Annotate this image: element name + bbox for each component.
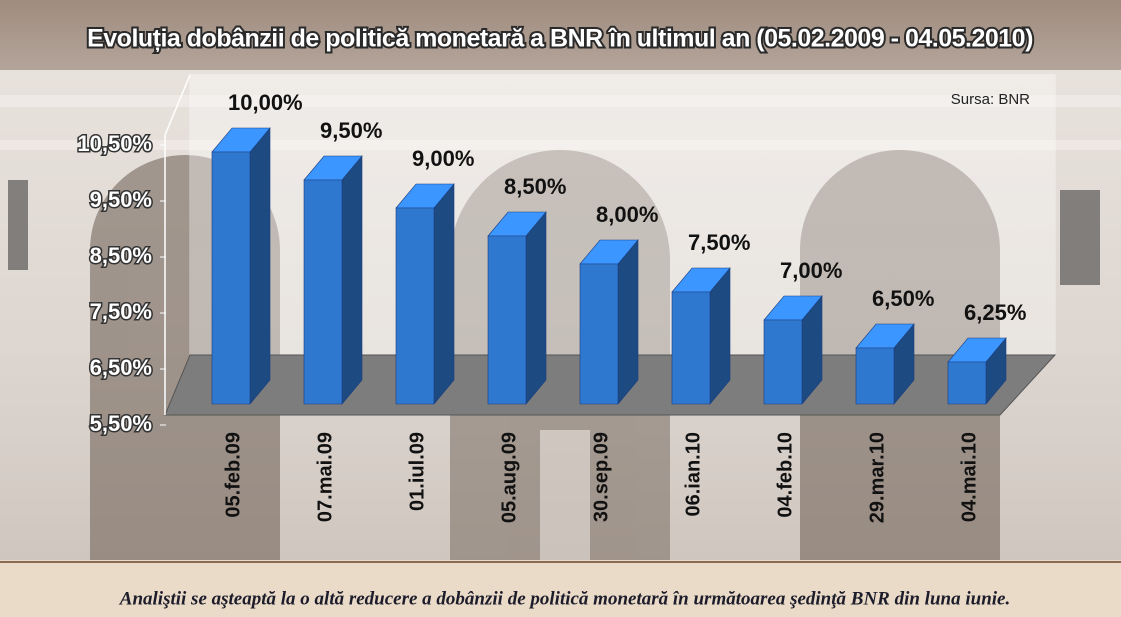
bar [304,156,362,404]
bar-side [342,156,362,404]
x-tick-label: 04.feb.10 [774,432,796,518]
bar-front [948,362,986,404]
value-label: 7,50% [688,230,750,255]
x-tick-label: 05.aug.09 [498,432,520,523]
x-tick-label: 06.ian.10 [682,432,704,517]
bar-front [580,264,618,404]
y-tick-label: 7,50% [90,299,152,324]
value-label: 8,00% [596,202,658,227]
bar [396,184,454,404]
value-label: 9,50% [320,118,382,143]
y-tick-label: 5,50% [90,411,152,436]
source-note: Sursa: BNR [951,91,1030,108]
x-tick-label: 29.mar.10 [866,432,888,523]
y-tick-label: 10,50% [77,131,152,156]
y-tick-label: 9,50% [90,187,152,212]
value-label: 6,25% [964,300,1026,325]
bar-side [618,240,638,404]
x-tick-label: 30.sep.09 [590,432,612,522]
bar [212,128,270,404]
x-tick-label: 07.mai.09 [314,432,336,522]
y-tick-label: 8,50% [90,243,152,268]
bar-front [304,180,342,404]
caption: Analiştii se aşteaptă la o altă reducere… [119,588,1010,609]
bar-side [526,212,546,404]
x-tick-label: 05.feb.09 [222,432,244,518]
bar-front [672,292,710,404]
bar-front [764,320,802,404]
bar [580,240,638,404]
chart-title: Evoluția dobânzii de politică monetară a… [87,25,1033,53]
bar [764,296,822,404]
value-label: 7,00% [780,258,842,283]
bar [488,212,546,404]
bar-front [396,208,434,404]
bar-front [212,152,250,404]
value-label: 6,50% [872,286,934,311]
bar-side [434,184,454,404]
value-label: 10,00% [228,90,303,115]
bar-side [250,128,270,404]
value-label: 8,50% [504,174,566,199]
x-tick-label: 04.mai.10 [958,432,980,522]
bar [672,268,730,404]
bar-front [856,348,894,404]
bar-front [488,236,526,404]
chart: Evoluția dobânzii de politică monetară a… [0,0,1121,617]
value-label: 9,00% [412,146,474,171]
x-tick-label: 01.iul.09 [406,432,428,511]
y-tick-label: 6,50% [90,355,152,380]
